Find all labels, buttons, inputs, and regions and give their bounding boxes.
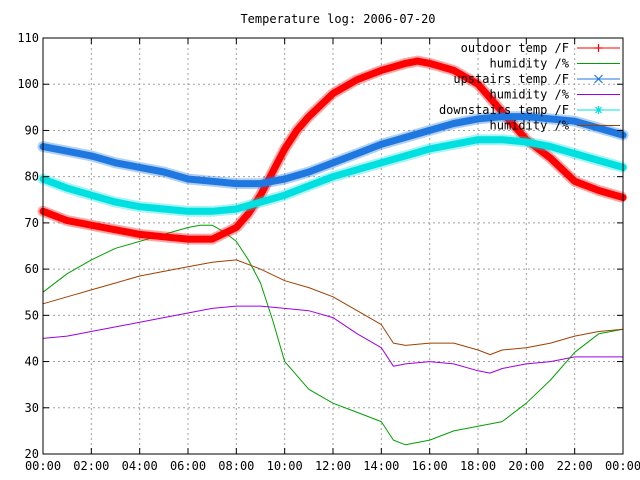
series-line-4	[39, 136, 627, 215]
series-marker-band-2	[37, 111, 629, 190]
legend-label: humidity /%	[490, 88, 570, 102]
chart-title: Temperature log: 2006-07-20	[240, 12, 435, 26]
x-tick-label: 20:00	[508, 459, 544, 473]
y-tick-label: 20	[25, 447, 39, 461]
legend-label: humidity /%	[490, 119, 570, 133]
y-tick-label: 40	[25, 355, 39, 369]
y-tick-label: 50	[25, 308, 39, 322]
legend-marker	[594, 106, 603, 114]
x-tick-label: 04:00	[122, 459, 158, 473]
x-tick-label: 00:00	[25, 459, 61, 473]
x-tick-label: 06:00	[170, 459, 206, 473]
x-tick-label: 00:00	[605, 459, 640, 473]
legend-label: downstairs temp /F	[439, 103, 569, 117]
legend-marker	[594, 74, 603, 84]
x-tick-label: 08:00	[218, 459, 254, 473]
series-line-3	[42, 305, 624, 374]
y-tick-label: 110	[17, 31, 39, 45]
x-tick-label: 14:00	[363, 459, 399, 473]
axes: 00:00 02:00 04:00 06:00 08:00 10:00 12:00 14:00…	[17, 31, 640, 473]
x-tick-label: 18:00	[460, 459, 496, 473]
x-tick-label: 12:00	[315, 459, 351, 473]
y-tick-label: 90	[25, 123, 39, 137]
legend-label: humidity /%	[490, 57, 570, 71]
y-tick-label: 100	[17, 77, 39, 91]
x-tick-label: 22:00	[557, 459, 593, 473]
series-line-5	[42, 259, 624, 356]
series-line-2	[39, 113, 627, 188]
grid	[43, 38, 623, 454]
series-marker-band-4	[37, 134, 629, 217]
plot-area	[37, 55, 629, 446]
y-tick-label: 30	[25, 401, 39, 415]
plot-frame	[42, 37, 624, 455]
y-tick-label: 60	[25, 262, 39, 276]
legend-label: upstairs temp /F	[453, 72, 569, 86]
x-tick-label: 10:00	[267, 459, 303, 473]
legend-marker	[594, 44, 603, 52]
y-tick-label: 70	[25, 216, 39, 230]
x-tick-label: 02:00	[73, 459, 109, 473]
x-tick-label: 16:00	[412, 459, 448, 473]
legend-label: outdoor temp /F	[461, 41, 569, 55]
y-tick-label: 80	[25, 170, 39, 184]
